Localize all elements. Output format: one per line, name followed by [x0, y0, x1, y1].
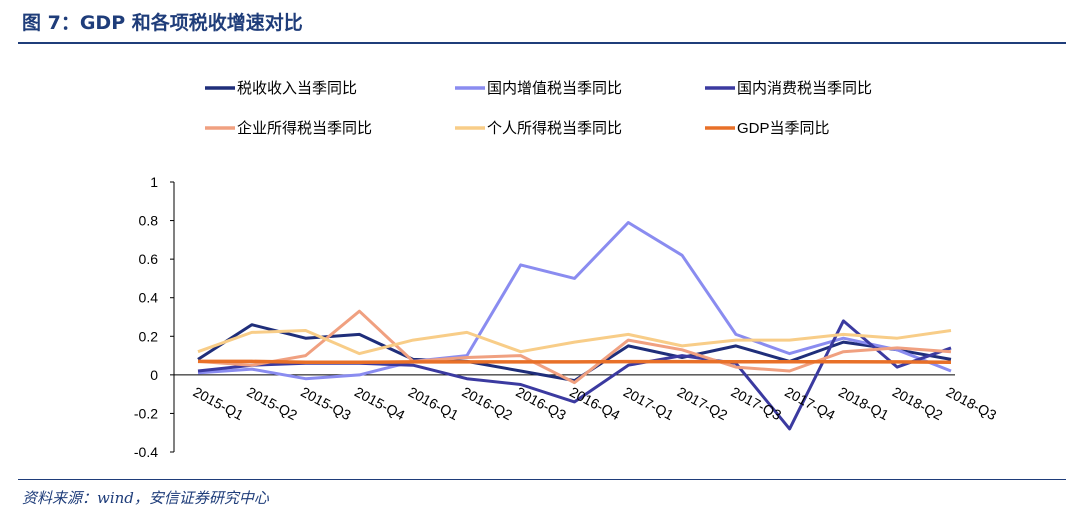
series-line-6: [198, 359, 952, 365]
x-tick-label: 2017-Q1: [621, 384, 677, 424]
legend-label: 国内增值税当季同比: [487, 80, 622, 97]
y-tick-label: 0: [150, 367, 158, 383]
x-tick-label: 2018-Q3: [944, 384, 1000, 424]
chart-plot-area: [197, 221, 952, 431]
legend-item-6: GDP当季同比: [705, 120, 830, 137]
x-tick-label: 2015-Q4: [352, 384, 408, 424]
y-tick-label: -0.2: [134, 405, 158, 421]
y-tick-label: 0.8: [139, 213, 159, 229]
y-tick-label: -0.4: [134, 444, 158, 460]
legend-item-5: 个人所得税当季同比: [455, 120, 622, 137]
footer-divider: [18, 479, 1066, 480]
figure-title: 图 7：GDP 和各项税收增速对比: [22, 12, 303, 34]
x-tick-label: 2015-Q1: [191, 384, 247, 424]
y-tick-label: 0.6: [139, 251, 159, 267]
legend-item-1: 税收收入当季同比: [205, 80, 357, 97]
y-tick-label: 0.2: [139, 328, 159, 344]
legend-item-4: 企业所得税当季同比: [205, 119, 372, 137]
x-tick-label: 2018-Q2: [890, 384, 946, 424]
chart-axes: 1 0.8 0.6 0.4 0.2 0 -0.2 -0.4: [134, 174, 955, 460]
x-tick-label: 2018-Q1: [836, 384, 892, 424]
series-line-2: [197, 221, 952, 381]
legend-label: 国内消费税当季同比: [737, 80, 872, 97]
legend-label: 税收收入当季同比: [237, 80, 357, 97]
series-line-4: [197, 309, 952, 385]
legend-label: GDP当季同比: [737, 120, 830, 137]
legend-label: 个人所得税当季同比: [487, 120, 622, 137]
x-tick-label: 2016-Q3: [513, 384, 569, 424]
series-line-5: [197, 329, 952, 356]
legend-item-3: 国内消费税当季同比: [705, 80, 872, 97]
x-tick-label: 2016-Q1: [406, 384, 462, 424]
x-tick-label: 2015-Q3: [298, 384, 354, 424]
x-tick-label: 2017-Q2: [675, 384, 731, 424]
legend-label: 企业所得税当季同比: [237, 119, 372, 137]
legend-item-2: 国内增值税当季同比: [455, 80, 622, 97]
x-tick-label: 2016-Q2: [460, 384, 516, 424]
y-tick-label: 0.4: [139, 290, 159, 306]
header-divider: [18, 42, 1066, 44]
y-tick-label: 1: [150, 174, 158, 190]
source-note: 资料来源：wind，安信证券研究中心: [22, 489, 269, 507]
figure-header: 图 7：GDP 和各项税收增速对比: [0, 0, 1080, 44]
x-tick-label: 2015-Q2: [244, 384, 300, 424]
